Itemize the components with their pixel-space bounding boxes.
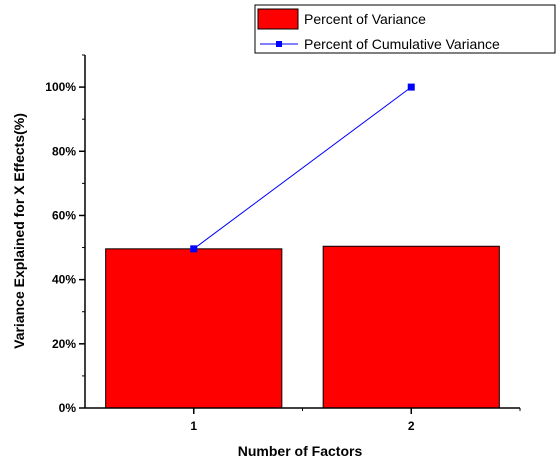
- legend-box: [254, 4, 556, 54]
- y-tick-label: 0%: [59, 401, 77, 415]
- line-layer: [190, 83, 415, 253]
- bars-layer: [105, 245, 500, 409]
- y-tick-label: 20%: [52, 337, 76, 351]
- y-axis-title: Variance Explained for X Effects(%): [11, 113, 27, 349]
- cumulative-line: [193, 86, 412, 250]
- legend-label-line: Percent of Cumulative Variance: [304, 36, 500, 52]
- x-tick-label: 1: [190, 419, 197, 433]
- y-tick-label: 80%: [52, 144, 76, 158]
- x-tick-label: 2: [408, 419, 415, 433]
- x-axis-title: Number of Factors: [238, 443, 363, 459]
- cumulative-point-2: [407, 83, 415, 91]
- bar-1: [105, 248, 283, 409]
- cumulative-point-1: [190, 245, 198, 253]
- legend: Percent of Variance Percent of Cumulativ…: [254, 4, 556, 54]
- y-tick-label: 60%: [52, 208, 76, 222]
- y-tick-label: 100%: [45, 80, 76, 94]
- legend-swatch-marker: [276, 41, 282, 47]
- legend-label-bar: Percent of Variance: [304, 11, 426, 27]
- bar-2: [322, 245, 500, 409]
- y-tick-label: 40%: [52, 273, 76, 287]
- y-ticks: 0% 20% 40% 60% 80% 100%: [45, 54, 85, 415]
- legend-swatch-bar: [257, 8, 299, 30]
